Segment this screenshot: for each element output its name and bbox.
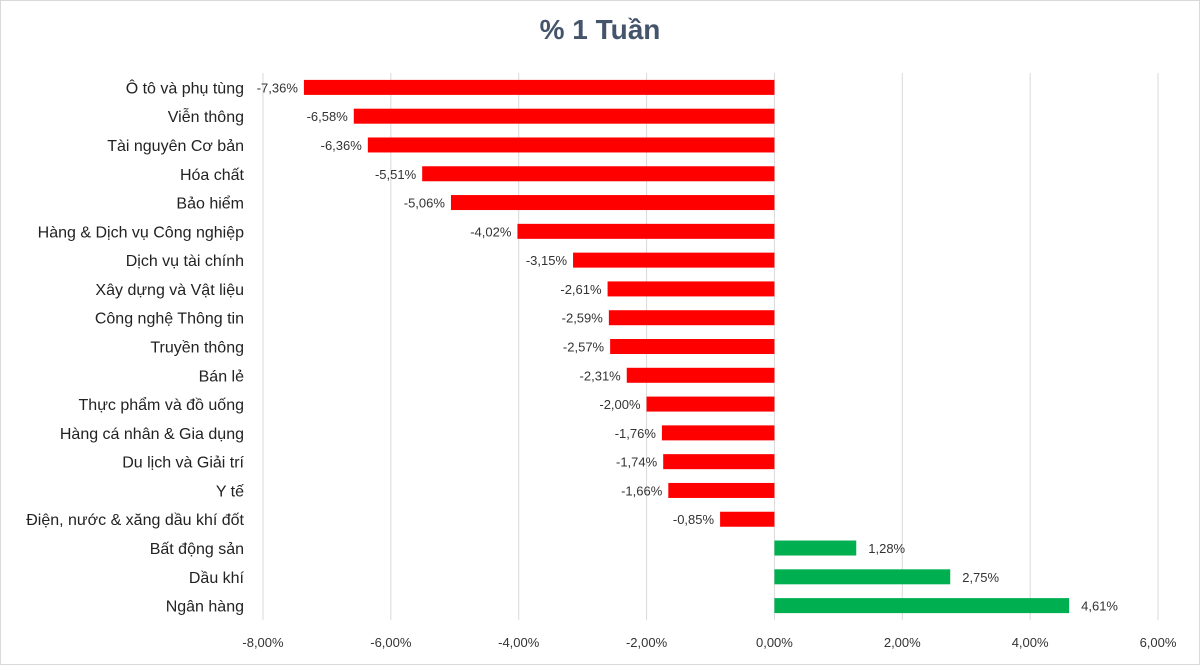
x-tick-label: 4,00% <box>1012 635 1049 650</box>
bar <box>663 454 775 470</box>
category-label: Ngân hàng <box>166 599 244 616</box>
category-label: Y tế <box>216 483 244 500</box>
category-label: Tài nguyên Cơ bản <box>107 138 244 155</box>
data-label: 1,28% <box>868 541 905 556</box>
category-label: Điện, nước & xăng dầu khí đốt <box>26 512 244 529</box>
data-label: -7,36% <box>257 80 299 95</box>
data-label: -2,00% <box>599 397 641 412</box>
data-label: -2,59% <box>562 311 604 326</box>
bar <box>774 598 1070 614</box>
data-label: -1,66% <box>621 483 663 498</box>
category-label: Thực phẩm và đồ uống <box>79 396 244 414</box>
bar <box>303 79 775 95</box>
data-label: -6,36% <box>321 138 363 153</box>
bar <box>774 569 951 585</box>
x-tick-label: 0,00% <box>756 635 793 650</box>
bar <box>517 223 775 239</box>
data-label: -4,02% <box>470 224 512 239</box>
category-label: Dịch vụ tài chính <box>126 253 244 270</box>
bar <box>610 339 775 354</box>
bar <box>353 108 775 124</box>
bar <box>608 310 775 326</box>
bar <box>450 195 775 211</box>
bar <box>367 137 775 153</box>
category-label: Hóa chất <box>180 167 245 184</box>
x-tick-label: -4,00% <box>498 635 540 650</box>
category-label: Ô tô và phụ tùng <box>126 78 244 97</box>
data-label: 2,75% <box>962 570 999 585</box>
chart-title: % 1 Tuần <box>539 14 661 45</box>
bar <box>626 367 775 383</box>
bar <box>661 425 775 441</box>
bar <box>646 396 775 412</box>
bar <box>668 482 775 498</box>
bar <box>720 511 775 527</box>
data-label: -5,51% <box>375 167 417 182</box>
data-label: -2,61% <box>560 282 602 297</box>
category-label: Bất động sản <box>150 541 244 558</box>
bar <box>774 540 857 556</box>
data-label: -5,06% <box>404 196 446 211</box>
x-tick-label: -2,00% <box>626 635 668 650</box>
data-label: -1,74% <box>616 455 658 470</box>
data-label: -1,76% <box>615 426 657 441</box>
data-label: -3,15% <box>526 253 568 268</box>
category-label: Dầu khí <box>189 570 245 587</box>
category-label: Bảo hiểm <box>176 195 244 213</box>
data-label: -0,85% <box>673 512 715 527</box>
x-tick-label: 2,00% <box>884 635 921 650</box>
data-label: -2,31% <box>580 368 622 383</box>
category-label: Hàng & Dịch vụ Công nghiệp <box>38 224 244 241</box>
category-label: Hàng cá nhân & Gia dụng <box>60 426 244 443</box>
x-tick-label: 6,00% <box>1140 635 1177 650</box>
category-label: Công nghệ Thông tin <box>95 311 244 328</box>
x-tick-label: -6,00% <box>370 635 412 650</box>
category-label: Viễn thông <box>168 107 244 126</box>
category-label: Du lịch và Giải trí <box>122 455 244 472</box>
data-label: -6,58% <box>307 109 349 124</box>
bar <box>573 252 775 268</box>
category-label: Bán lẻ <box>199 368 244 385</box>
category-label: Xây dựng và Vật liệu <box>95 282 244 299</box>
bar <box>607 281 775 297</box>
x-tick-label: -8,00% <box>242 635 284 650</box>
bar <box>422 166 775 182</box>
data-label: -2,57% <box>563 340 605 355</box>
category-label: Truyền thông <box>150 340 244 357</box>
data-label: 4,61% <box>1081 599 1118 614</box>
